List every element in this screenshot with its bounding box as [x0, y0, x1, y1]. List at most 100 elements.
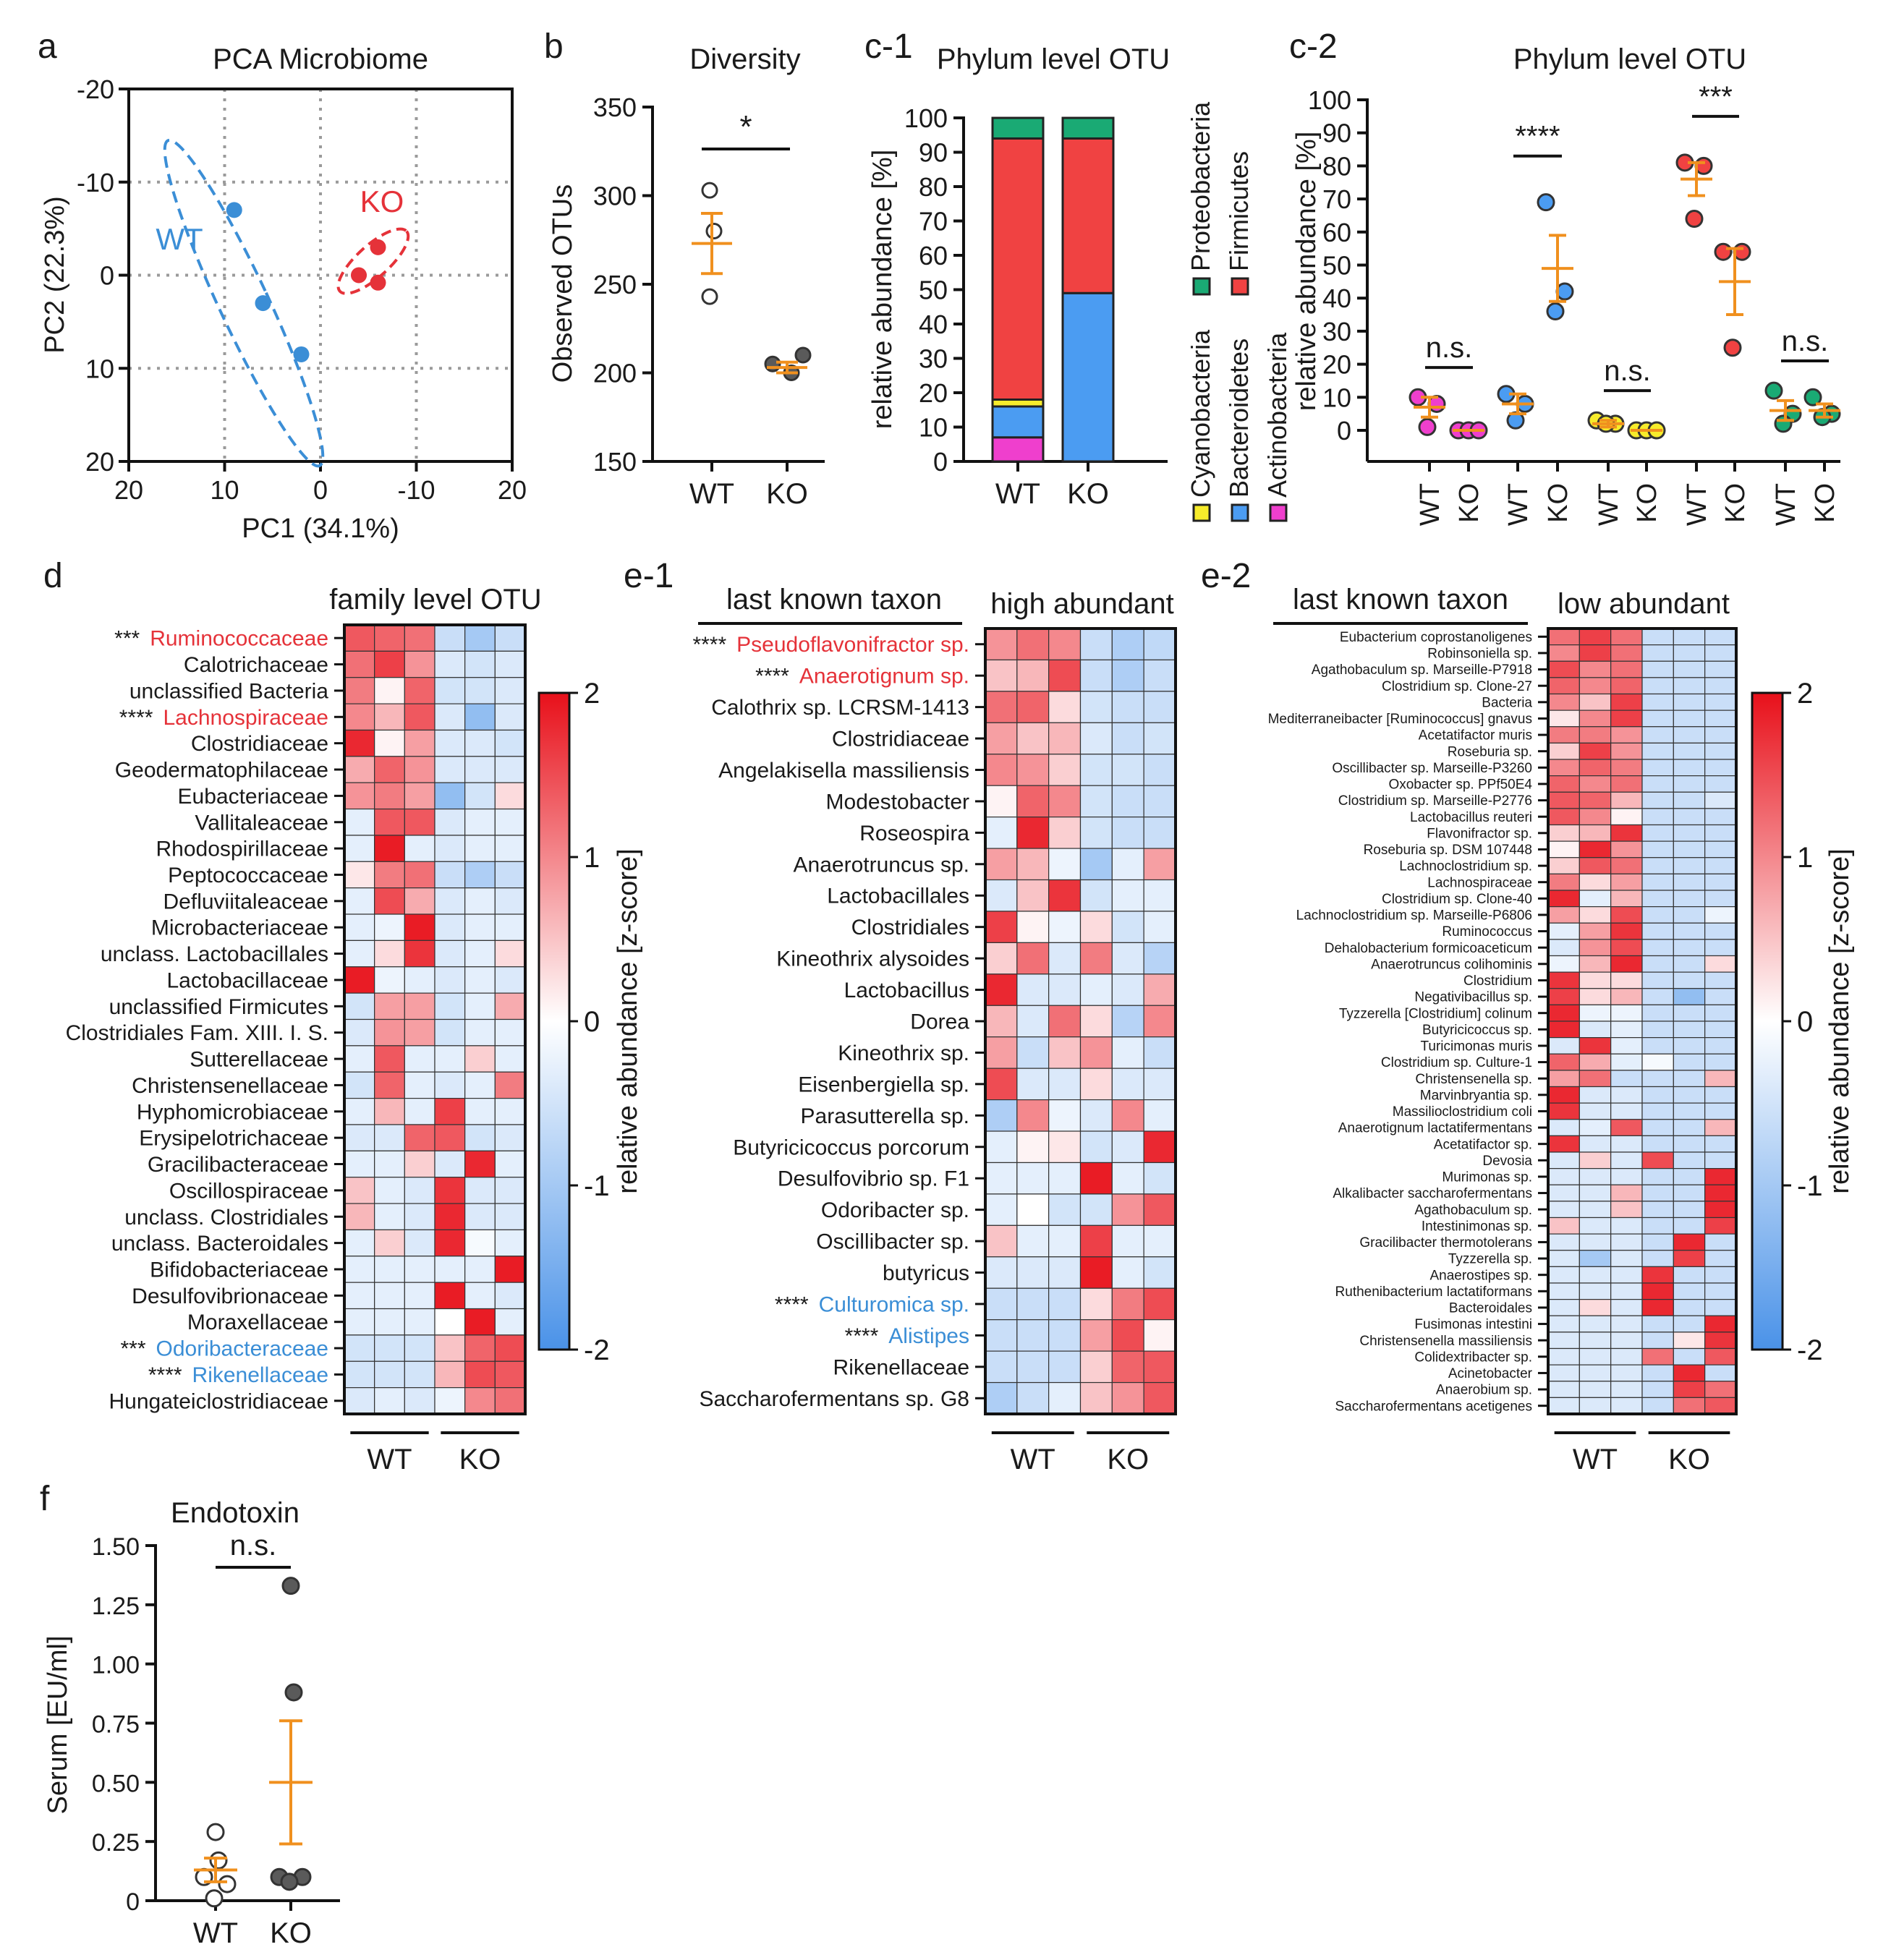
heatmap-cell — [1673, 1233, 1706, 1251]
row-label: Calotrichaceae — [184, 653, 328, 677]
colorbar-tick-label: 2 — [584, 678, 600, 710]
heatmap-cell — [1673, 628, 1706, 646]
significance-label: n.s. — [230, 1530, 276, 1561]
heatmap-cell — [1111, 1099, 1144, 1132]
heatmap-cell — [1547, 1250, 1580, 1267]
panel-label-e1: e-1 — [624, 557, 674, 595]
x-tick-label: WT — [995, 478, 1040, 510]
heatmap-cell — [404, 1308, 435, 1336]
x-tick-label: WT — [193, 1917, 238, 1949]
heatmap-cell — [464, 1282, 496, 1310]
heatmap-cell — [1579, 693, 1612, 711]
heatmap-cell — [1610, 1086, 1643, 1104]
heatmap-cell — [1704, 1135, 1737, 1153]
heatmap-cell — [1673, 808, 1706, 826]
y-tick-label: 0.75 — [92, 1711, 140, 1739]
heatmap-cell — [1079, 1162, 1113, 1195]
x-tick-label: -10 — [397, 475, 435, 505]
heatmap-cell — [1547, 1151, 1580, 1169]
heatmap-cell — [1673, 1151, 1706, 1169]
heatmap-cell — [1547, 1168, 1580, 1185]
heatmap-cell — [1111, 754, 1144, 786]
heatmap-cell — [1579, 1315, 1612, 1333]
heatmap-cell — [1704, 1381, 1737, 1398]
row-significance: **** — [692, 633, 726, 657]
heatmap-cell — [434, 1256, 466, 1283]
legend-swatch — [1269, 503, 1288, 522]
heatmap-cell — [434, 1097, 466, 1125]
heatmap-cell — [1704, 742, 1737, 760]
heatmap-cell — [1579, 1201, 1612, 1219]
y-tick-label: 0 — [1337, 416, 1351, 446]
row-label: Modestobacter — [826, 790, 969, 814]
heatmap-cell — [985, 1381, 1018, 1415]
y-tick-label: 10 — [919, 413, 948, 443]
heatmap-cell — [1704, 660, 1737, 678]
heatmap-cell — [1547, 742, 1580, 760]
heatmap-cell — [464, 1308, 496, 1336]
heatmap-cell — [1641, 1233, 1674, 1251]
heatmap-cell — [1079, 1068, 1113, 1101]
heatmap-cell — [1610, 808, 1643, 826]
heatmap-cell — [464, 1124, 496, 1151]
ko-data-point — [1546, 302, 1565, 320]
y-tick-label: 70 — [1322, 184, 1351, 214]
y-tick-label: 80 — [919, 172, 948, 202]
heatmap-cell — [464, 624, 496, 652]
y-tick-label: 60 — [1322, 218, 1351, 247]
row-label: Christensenellaceae — [132, 1074, 328, 1098]
heatmap-cell — [1610, 1168, 1643, 1185]
heatmap-cell — [404, 1334, 435, 1362]
heatmap-cell — [464, 939, 496, 968]
heatmap-cell — [1673, 1282, 1706, 1300]
heatmap-cell — [1704, 1151, 1737, 1169]
heatmap-cell — [1547, 1102, 1580, 1120]
heatmap-cell — [1641, 857, 1674, 874]
heatmap-cell — [1547, 1282, 1580, 1300]
heatmap-cell — [1704, 1168, 1737, 1185]
heatmap-cell — [1673, 1347, 1706, 1365]
row-label: Oscillibacter sp. — [816, 1230, 969, 1254]
heatmap-cell — [1547, 710, 1580, 728]
heatmap-cell — [374, 966, 405, 994]
row-label: Colidextribacter sp. — [1414, 1350, 1532, 1365]
heatmap-cell — [1547, 1266, 1580, 1284]
row-label: Saccharofermentans acetigenes — [1335, 1399, 1533, 1414]
heatmap-cell — [344, 1150, 375, 1178]
heatmap-cell — [985, 659, 1018, 692]
row-label: Anaerotruncus sp. — [794, 853, 969, 877]
heatmap-cell — [1610, 726, 1643, 743]
heatmap-cell — [344, 835, 375, 862]
x-tick-label: WT — [1503, 483, 1534, 526]
heatmap-cell — [985, 911, 1018, 943]
heatmap-cell — [1610, 1184, 1643, 1202]
heatmap-cell — [404, 966, 435, 994]
heatmap-cell — [494, 835, 526, 862]
heatmap-cell — [985, 1319, 1018, 1352]
heatmap-cell — [1079, 1287, 1113, 1321]
heatmap-cell — [374, 624, 405, 652]
heatmap-cell — [1610, 1299, 1643, 1316]
heatmap-cell — [1610, 1233, 1643, 1251]
heatmap-cell — [1579, 1266, 1612, 1284]
bar-segment-proteobacteria — [1061, 116, 1115, 140]
heatmap-cell — [374, 1360, 405, 1389]
panel-label-f: f — [40, 1480, 50, 1518]
heatmap-cell — [1111, 1162, 1144, 1195]
heatmap-cell — [1610, 1397, 1643, 1415]
heatmap-cell — [464, 1256, 496, 1283]
heatmap-cell — [1673, 1004, 1706, 1022]
heatmap-cell — [434, 1071, 466, 1099]
heatmap-cell — [985, 1224, 1018, 1258]
heatmap-cell — [494, 703, 526, 731]
heatmap-cell — [1079, 628, 1113, 661]
heatmap-cell — [434, 756, 466, 783]
heatmap-cell — [1673, 677, 1706, 695]
heatmap-cell — [1079, 817, 1113, 849]
heatmap-cell — [1704, 939, 1737, 957]
x-tick-label: 0 — [313, 475, 328, 505]
heatmap-cell — [1673, 824, 1706, 842]
heatmap-cell — [1579, 824, 1612, 842]
panel-b: Diversity 150 200 250 300 350 Observed OTUs WT K… — [548, 43, 825, 510]
